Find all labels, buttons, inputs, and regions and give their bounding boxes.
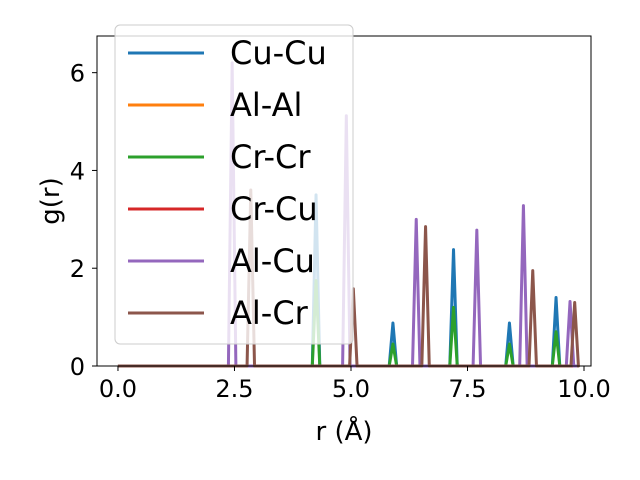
legend-label: Cr-Cr bbox=[230, 138, 311, 176]
x-tick-label: 10.0 bbox=[557, 375, 610, 403]
legend-label: Al-Cu bbox=[230, 242, 315, 280]
legend-label: Al-Al bbox=[230, 86, 302, 124]
x-tick-label: 7.5 bbox=[448, 375, 486, 403]
x-tick-label: 5.0 bbox=[332, 375, 370, 403]
legend-label: Cr-Cu bbox=[230, 190, 318, 228]
y-tick-label: 4 bbox=[70, 157, 85, 185]
legend-label: Al-Cr bbox=[230, 294, 309, 332]
y-axis-ticks: 0 2 4 6 bbox=[70, 60, 97, 381]
x-axis-ticks: 0.0 2.5 5.0 7.5 10.0 bbox=[99, 366, 611, 403]
y-tick-label: 6 bbox=[70, 60, 85, 88]
x-tick-label: 2.5 bbox=[215, 375, 253, 403]
legend: Cu-Cu Al-Al Cr-Cr Cr-Cu Al-Cu Al-Cr bbox=[114, 24, 354, 345]
y-tick-label: 2 bbox=[70, 255, 85, 283]
x-axis-label: r (Å) bbox=[315, 415, 372, 447]
y-axis-label: g(r) bbox=[36, 177, 66, 224]
y-tick-label: 0 bbox=[70, 353, 85, 381]
legend-label: Cu-Cu bbox=[230, 34, 327, 72]
x-tick-label: 0.0 bbox=[99, 375, 137, 403]
